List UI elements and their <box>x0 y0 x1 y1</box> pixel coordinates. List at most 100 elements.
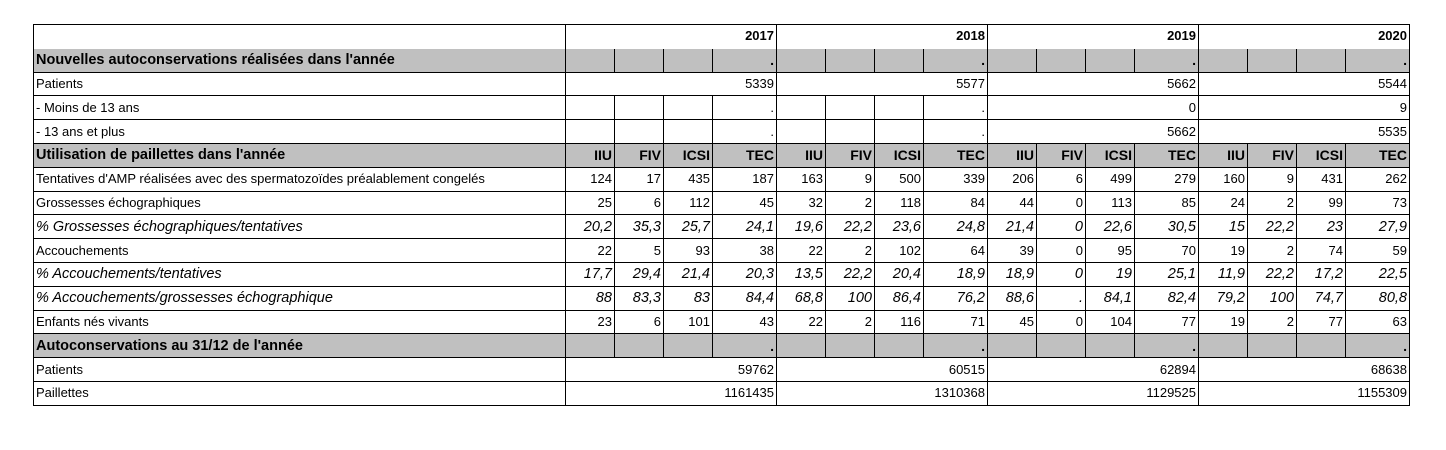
section-row-autoconservations: Autoconservations au 31/12 de l'année...… <box>33 333 1410 359</box>
value-cell: 93 <box>663 238 713 263</box>
section-cell <box>874 333 924 359</box>
value-cell: 73 <box>1345 190 1410 216</box>
value-cell <box>776 95 826 121</box>
year-header: 2020 <box>1198 24 1410 49</box>
value-cell: 44 <box>987 190 1037 216</box>
subcolumn-header: ICSI <box>1085 142 1135 168</box>
value-cell: 1161435 <box>565 380 777 406</box>
value-cell: 74,7 <box>1296 285 1346 311</box>
value-cell: 187 <box>712 166 777 192</box>
value-cell: 9 <box>1198 95 1410 121</box>
value-cell: 19 <box>1198 309 1248 335</box>
subcolumn-header: IIU <box>565 142 615 168</box>
value-cell: 20,3 <box>712 261 777 287</box>
value-cell: 23 <box>565 309 615 335</box>
value-cell: 5577 <box>776 71 988 97</box>
section-cell <box>1198 333 1248 359</box>
subcolumn-header: FIV <box>1036 142 1086 168</box>
value-cell: 0 <box>1036 238 1086 263</box>
value-cell: 22,2 <box>825 214 875 240</box>
value-cell: 76,2 <box>923 285 988 311</box>
data-row-nouvelles: Patients 5339 5577 5662 5544 <box>33 71 1410 97</box>
value-cell: 118 <box>874 190 924 216</box>
value-cell: 22,5 <box>1345 261 1410 287</box>
value-cell: 1129525 <box>987 380 1199 406</box>
value-cell: 2 <box>825 190 875 216</box>
section-title: Nouvelles autoconservations réalisées da… <box>33 47 566 73</box>
value-cell: 21,4 <box>663 261 713 287</box>
value-cell: 5544 <box>1198 71 1410 97</box>
value-cell: 62894 <box>987 357 1199 382</box>
value-cell: 25 <box>565 190 615 216</box>
subcolumn-header: TEC <box>1134 142 1199 168</box>
section-cell: . <box>923 333 988 359</box>
value-cell: 29,4 <box>614 261 664 287</box>
year-header-row: 2017 2018 2019 2020 <box>33 24 1410 49</box>
value-cell: 339 <box>923 166 988 192</box>
subcolumn-header: ICSI <box>874 142 924 168</box>
value-cell: 71 <box>923 309 988 335</box>
value-cell: 22 <box>776 238 826 263</box>
value-cell: 43 <box>712 309 777 335</box>
value-cell: 22,2 <box>1247 214 1297 240</box>
value-cell: 6 <box>614 309 664 335</box>
data-row-nouvelles: - Moins de 13 ans.. 0 9 <box>33 95 1410 121</box>
value-cell: 104 <box>1085 309 1135 335</box>
value-cell: 5 <box>614 238 664 263</box>
value-cell: 83 <box>663 285 713 311</box>
section-cell: . <box>1134 47 1199 73</box>
value-cell: 84,1 <box>1085 285 1135 311</box>
row-label: % Grossesses échographiques/tentatives <box>33 214 566 240</box>
value-cell: 24,1 <box>712 214 777 240</box>
section-cell <box>825 333 875 359</box>
subcolumn-header: TEC <box>712 142 777 168</box>
value-cell: 24 <box>1198 190 1248 216</box>
section-cell <box>565 333 615 359</box>
value-cell: 80,8 <box>1345 285 1410 311</box>
section-cell <box>1247 333 1297 359</box>
value-cell: 84,4 <box>712 285 777 311</box>
value-cell: 22,2 <box>1247 261 1297 287</box>
value-cell <box>825 119 875 144</box>
value-cell: 19,6 <box>776 214 826 240</box>
year-header: 2019 <box>987 24 1199 49</box>
section-cell: . <box>712 333 777 359</box>
section-row-utilisation: Utilisation de paillettes dans l'année II… <box>33 142 1410 168</box>
subcolumn-header: ICSI <box>663 142 713 168</box>
row-label: Tentatives d'AMP réalisées avec des sper… <box>33 166 566 192</box>
section-cell <box>1296 47 1346 73</box>
value-cell: 70 <box>1134 238 1199 263</box>
row-label: Patients <box>33 71 566 97</box>
value-cell: 23,6 <box>874 214 924 240</box>
corner-cell <box>33 24 566 49</box>
value-cell: 5339 <box>565 71 777 97</box>
value-cell: 74 <box>1296 238 1346 263</box>
subcolumn-header: TEC <box>923 142 988 168</box>
data-row-stock: Patients 59762 60515 62894 68638 <box>33 357 1410 382</box>
value-cell: 18,9 <box>923 261 988 287</box>
value-cell: 59762 <box>565 357 777 382</box>
subcolumn-header: FIV <box>614 142 664 168</box>
value-cell: 0 <box>987 95 1199 121</box>
value-cell: 45 <box>987 309 1037 335</box>
value-cell: 99 <box>1296 190 1346 216</box>
value-cell: 77 <box>1296 309 1346 335</box>
section-cell: . <box>1345 333 1410 359</box>
value-cell: 431 <box>1296 166 1346 192</box>
value-cell: 499 <box>1085 166 1135 192</box>
value-cell: 102 <box>874 238 924 263</box>
value-cell: 116 <box>874 309 924 335</box>
year-header: 2018 <box>776 24 988 49</box>
value-cell: 86,4 <box>874 285 924 311</box>
value-cell: . <box>1036 285 1086 311</box>
section-cell <box>663 333 713 359</box>
value-cell: 2 <box>1247 309 1297 335</box>
value-cell <box>663 95 713 121</box>
value-cell: 21,4 <box>987 214 1037 240</box>
value-cell: 25,1 <box>1134 261 1199 287</box>
subcolumn-header: TEC <box>1345 142 1410 168</box>
section-cell <box>1036 47 1086 73</box>
value-cell: 22 <box>776 309 826 335</box>
value-cell: 13,5 <box>776 261 826 287</box>
value-cell <box>874 119 924 144</box>
